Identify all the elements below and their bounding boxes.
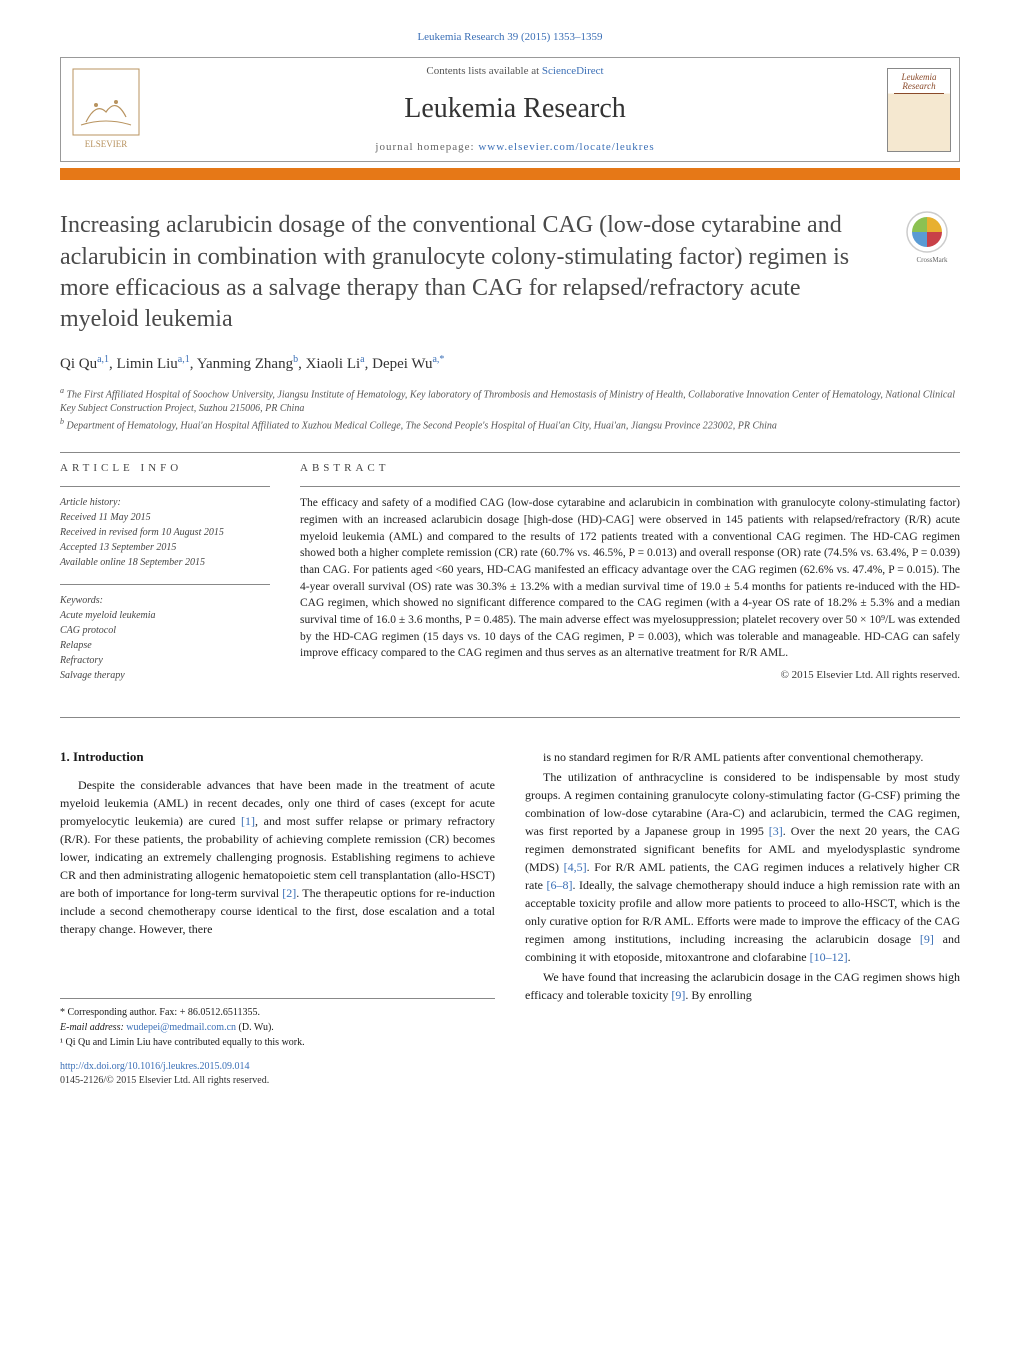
contents-line: Contents lists available at ScienceDirec… bbox=[426, 64, 603, 79]
body-columns: 1. Introduction Despite the considerable… bbox=[60, 748, 960, 1088]
journal-name: Leukemia Research bbox=[404, 89, 626, 128]
divider bbox=[60, 452, 960, 453]
abstract-divider bbox=[300, 486, 960, 487]
email-label: E-mail address: bbox=[60, 1022, 126, 1033]
divider-lower bbox=[60, 717, 960, 718]
svg-text:ELSEVIER: ELSEVIER bbox=[85, 139, 128, 149]
history-label: Article history: bbox=[60, 495, 270, 510]
homepage-line: journal homepage: www.elsevier.com/locat… bbox=[375, 140, 654, 155]
header-center: Contents lists available at ScienceDirec… bbox=[151, 58, 879, 161]
keyword-item: Acute myeloid leukemia bbox=[60, 608, 270, 623]
svg-text:CrossMark: CrossMark bbox=[916, 256, 948, 264]
article-title: Increasing aclarubicin dosage of the con… bbox=[60, 210, 885, 335]
footer-copyright: 0145-2126/© 2015 Elsevier Ltd. All right… bbox=[60, 1074, 495, 1088]
info-divider bbox=[60, 486, 270, 487]
elsevier-logo: ELSEVIER bbox=[61, 58, 151, 161]
journal-cover: Leukemia Research bbox=[879, 58, 959, 161]
email-line: E-mail address: wudepei@medmail.com.cn (… bbox=[60, 1020, 495, 1035]
doi-link[interactable]: http://dx.doi.org/10.1016/j.leukres.2015… bbox=[60, 1060, 495, 1074]
body-paragraph: We have found that increasing the aclaru… bbox=[525, 968, 960, 1004]
footnotes: * Corresponding author. Fax: + 86.0512.6… bbox=[60, 998, 495, 1050]
body-paragraph: The utilization of anthracycline is cons… bbox=[525, 768, 960, 966]
keyword-item: Salvage therapy bbox=[60, 668, 270, 683]
abstract-text: The efficacy and safety of a modified CA… bbox=[300, 495, 960, 662]
sciencedirect-link[interactable]: ScienceDirect bbox=[542, 65, 604, 77]
running-header: Leukemia Research 39 (2015) 1353–1359 bbox=[60, 30, 960, 45]
orange-divider-bar bbox=[60, 168, 960, 180]
article-history: Article history: Received 11 May 2015Rec… bbox=[60, 495, 270, 570]
citation-link[interactable]: [3] bbox=[769, 824, 783, 838]
email-link[interactable]: wudepei@medmail.com.cn bbox=[126, 1022, 236, 1033]
crossmark-badge[interactable]: CrossMark bbox=[905, 210, 960, 265]
keyword-item: CAG protocol bbox=[60, 623, 270, 638]
contents-prefix: Contents lists available at bbox=[426, 65, 541, 77]
left-column: 1. Introduction Despite the considerable… bbox=[60, 748, 495, 1088]
email-suffix: (D. Wu). bbox=[236, 1022, 274, 1033]
left-body-text: Despite the considerable advances that h… bbox=[60, 776, 495, 938]
keywords-block: Keywords: Acute myeloid leukemiaCAG prot… bbox=[60, 593, 270, 683]
affiliations: a The First Affiliated Hospital of Sooch… bbox=[60, 385, 960, 434]
citation-link[interactable]: [4,5] bbox=[564, 860, 587, 874]
citation-link[interactable]: [9] bbox=[671, 988, 685, 1002]
cover-title: Leukemia Research bbox=[888, 73, 950, 91]
body-paragraph: Despite the considerable advances that h… bbox=[60, 776, 495, 938]
corresponding-author-note: * Corresponding author. Fax: + 86.0512.6… bbox=[60, 1005, 495, 1020]
keyword-item: Relapse bbox=[60, 638, 270, 653]
homepage-link[interactable]: www.elsevier.com/locate/leukres bbox=[478, 141, 654, 153]
citation-link[interactable]: [9] bbox=[920, 932, 934, 946]
history-item: Received 11 May 2015 bbox=[60, 510, 270, 525]
citation-link[interactable]: [10–12] bbox=[810, 950, 848, 964]
article-info-column: ARTICLE INFO Article history: Received 1… bbox=[60, 461, 270, 697]
keyword-item: Refractory bbox=[60, 653, 270, 668]
info-divider-2 bbox=[60, 584, 270, 585]
equal-contribution-note: ¹ Qi Qu and Limin Liu have contributed e… bbox=[60, 1035, 495, 1050]
citation-link[interactable]: [2] bbox=[282, 886, 296, 900]
intro-heading: 1. Introduction bbox=[60, 748, 495, 766]
right-body-text: is no standard regimen for R/R AML patie… bbox=[525, 748, 960, 1004]
history-item: Received in revised form 10 August 2015 bbox=[60, 525, 270, 540]
history-item: Available online 18 September 2015 bbox=[60, 555, 270, 570]
abstract-column: ABSTRACT The efficacy and safety of a mo… bbox=[300, 461, 960, 697]
authors-line: Qi Qua,1, Limin Liua,1, Yanming Zhangb, … bbox=[60, 353, 960, 375]
abstract-copyright: © 2015 Elsevier Ltd. All rights reserved… bbox=[300, 668, 960, 683]
journal-header-box: ELSEVIER Contents lists available at Sci… bbox=[60, 57, 960, 162]
history-item: Accepted 13 September 2015 bbox=[60, 540, 270, 555]
homepage-prefix: journal homepage: bbox=[375, 141, 478, 153]
right-column: is no standard regimen for R/R AML patie… bbox=[525, 748, 960, 1088]
citation-link[interactable]: [1] bbox=[241, 814, 255, 828]
body-paragraph: is no standard regimen for R/R AML patie… bbox=[525, 748, 960, 766]
keywords-label: Keywords: bbox=[60, 593, 270, 608]
article-info-heading: ARTICLE INFO bbox=[60, 461, 270, 476]
abstract-heading: ABSTRACT bbox=[300, 461, 960, 476]
citation-link[interactable]: [6–8] bbox=[547, 878, 573, 892]
